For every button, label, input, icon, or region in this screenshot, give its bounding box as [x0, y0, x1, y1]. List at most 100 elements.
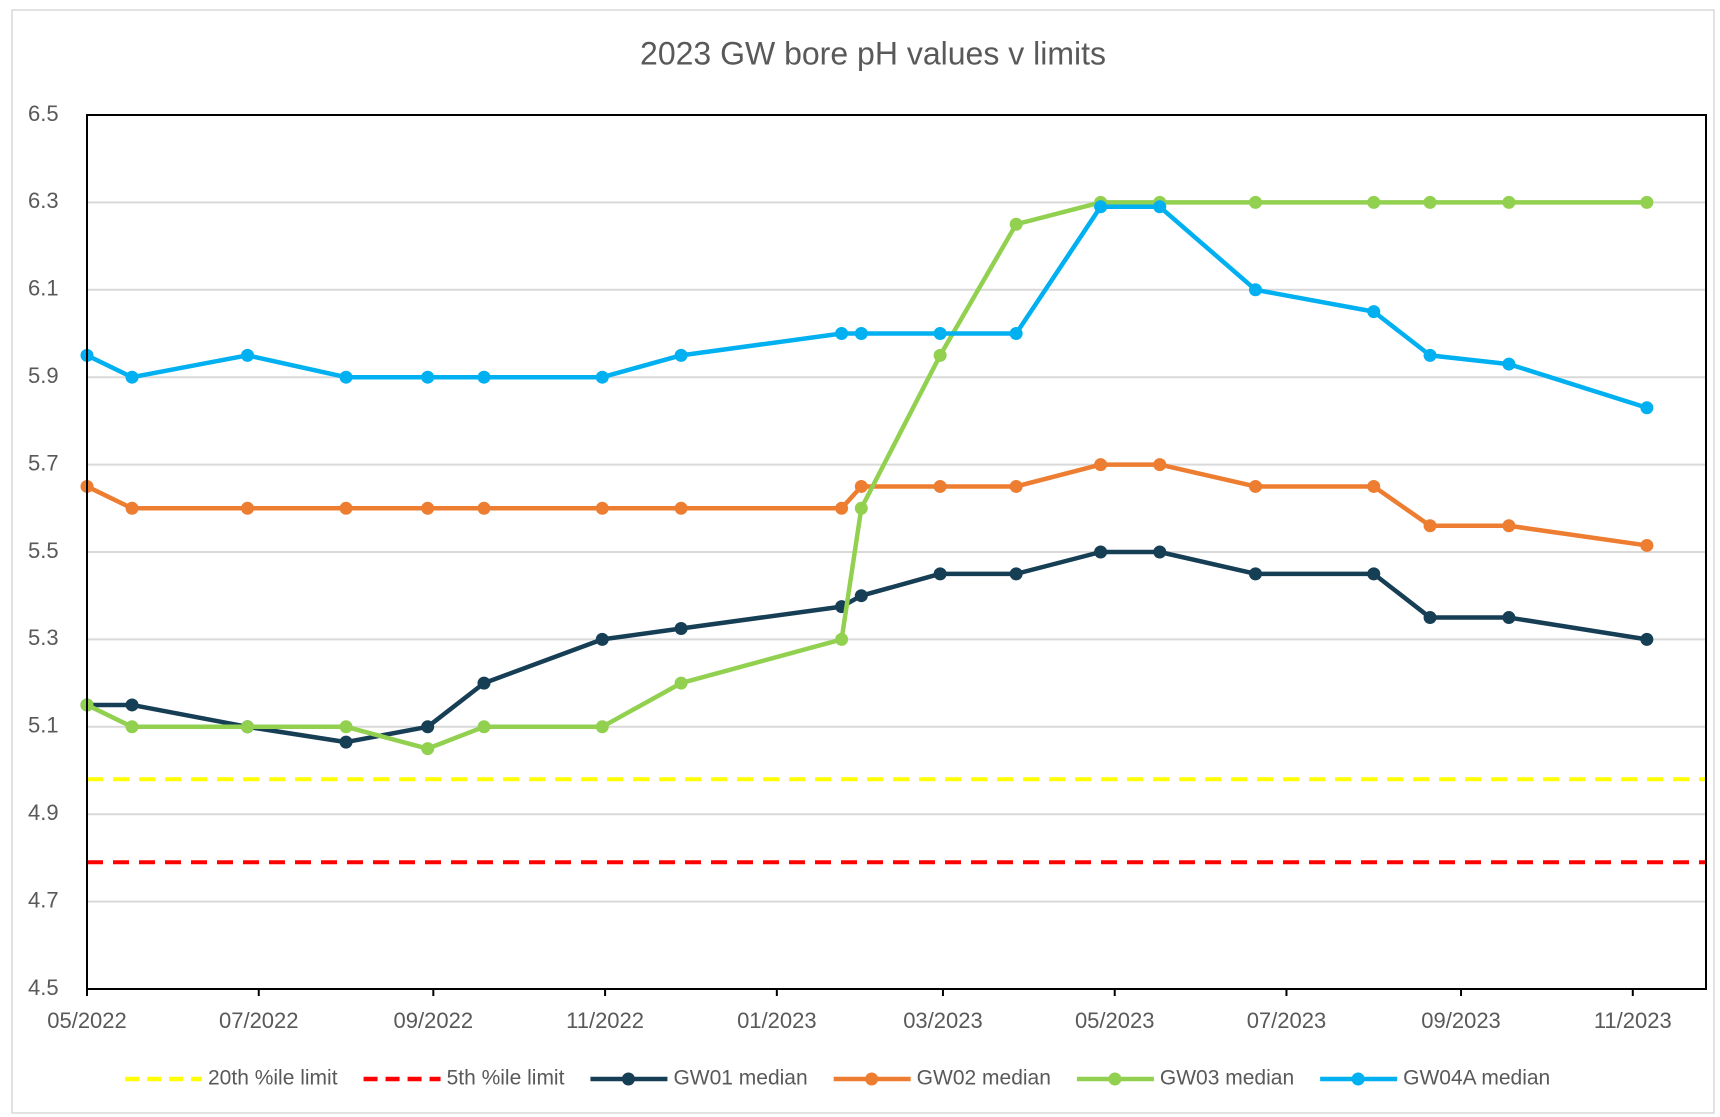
y-tick-label: 4.9: [28, 800, 59, 825]
data-point: [125, 501, 139, 515]
legend-label: 20th %ile limit: [208, 1067, 338, 1090]
data-point: [125, 370, 139, 384]
chart-frame: [11, 9, 1715, 1114]
y-tick-label: 5.9: [28, 363, 59, 388]
data-point: [1367, 479, 1381, 493]
legend-label: GW02 median: [917, 1067, 1051, 1090]
data-point: [1423, 519, 1437, 533]
data-point: [595, 720, 609, 734]
data-point: [240, 501, 254, 515]
data-point: [421, 742, 435, 756]
x-tick-label: 01/2023: [737, 1008, 817, 1033]
data-point: [835, 632, 849, 646]
data-point: [1094, 200, 1108, 214]
data-point: [1640, 195, 1654, 209]
data-point: [125, 698, 139, 712]
x-tick-label: 11/2022: [566, 1008, 644, 1033]
legend-label: 5th %ile limit: [447, 1067, 565, 1090]
data-point: [1367, 567, 1381, 581]
data-point: [1367, 195, 1381, 209]
data-point: [595, 501, 609, 515]
data-point: [1153, 545, 1167, 559]
legend-marker: [1108, 1072, 1122, 1086]
data-point: [1009, 217, 1023, 231]
data-point: [1248, 195, 1262, 209]
data-point: [933, 479, 947, 493]
y-tick-label: 5.1: [28, 713, 59, 738]
x-tick-label: 09/2023: [1421, 1008, 1501, 1033]
chart-title: 2023 GW bore pH values v limits: [640, 35, 1106, 71]
data-point: [125, 720, 139, 734]
data-point: [1502, 195, 1516, 209]
data-point: [240, 720, 254, 734]
y-tick-label: 5.7: [28, 450, 59, 475]
data-point: [339, 720, 353, 734]
data-point: [1502, 611, 1516, 625]
data-point: [477, 370, 491, 384]
data-point: [1423, 348, 1437, 362]
data-point: [477, 501, 491, 515]
x-tick-label: 07/2022: [219, 1008, 299, 1033]
legend-marker: [865, 1072, 879, 1086]
data-point: [1009, 567, 1023, 581]
data-point: [1248, 283, 1262, 297]
data-point: [1502, 357, 1516, 371]
y-tick-label: 4.7: [28, 887, 59, 912]
data-point: [933, 348, 947, 362]
data-point: [854, 501, 868, 515]
data-point: [339, 735, 353, 749]
data-point: [854, 589, 868, 603]
data-point: [339, 501, 353, 515]
data-point: [933, 567, 947, 581]
data-point: [1009, 327, 1023, 340]
data-point: [1423, 611, 1437, 625]
data-point: [674, 501, 688, 515]
data-point: [1367, 305, 1381, 319]
x-tick-label: 11/2023: [1594, 1008, 1672, 1033]
legend-label: GW01 median: [673, 1067, 807, 1090]
plot-border: [86, 114, 1707, 990]
x-tick-label: 05/2022: [47, 1008, 127, 1033]
data-point: [1094, 545, 1108, 559]
data-point: [854, 327, 868, 340]
y-tick-label: 5.3: [28, 625, 59, 650]
data-point: [595, 370, 609, 384]
data-point: [1640, 632, 1654, 646]
data-point: [1094, 458, 1108, 472]
y-tick-label: 4.5: [28, 975, 59, 1000]
data-point: [339, 370, 353, 384]
data-point: [1640, 401, 1654, 415]
x-tick-label: 09/2022: [394, 1008, 474, 1033]
data-point: [421, 720, 435, 734]
data-point: [421, 370, 435, 384]
data-point: [1009, 479, 1023, 493]
plot: [80, 195, 1706, 865]
data-point: [854, 479, 868, 493]
legend-marker: [1351, 1072, 1365, 1086]
x-tick-label: 05/2023: [1075, 1008, 1155, 1033]
data-point: [674, 621, 688, 635]
data-point: [1153, 458, 1167, 472]
data-point: [1248, 479, 1262, 493]
data-point: [240, 348, 254, 362]
data-point: [674, 348, 688, 362]
y-tick-label: 6.5: [28, 101, 59, 126]
data-point: [835, 327, 849, 340]
data-point: [1423, 195, 1437, 209]
x-tick-label: 07/2023: [1247, 1008, 1327, 1033]
legend-marker: [621, 1072, 635, 1086]
data-point: [835, 501, 849, 515]
legend: 20th %ile limit 5th %ile limit GW01 median…: [125, 1067, 1550, 1090]
data-point: [595, 632, 609, 646]
data-point: [421, 501, 435, 515]
data-point: [1153, 200, 1167, 214]
axes: 4.5 4.7 4.9 5.1 5.3 5.5 5.7 5.9 6.1 6.3 6.5 05/2022…: [28, 101, 1707, 1033]
data-point: [933, 327, 947, 340]
y-tick-label: 6.3: [28, 188, 59, 213]
y-tick-label: 5.5: [28, 538, 59, 563]
data-point: [674, 676, 688, 690]
y-tick-label: 6.1: [28, 276, 59, 301]
data-point: [1502, 519, 1516, 533]
data-point: [477, 720, 491, 734]
